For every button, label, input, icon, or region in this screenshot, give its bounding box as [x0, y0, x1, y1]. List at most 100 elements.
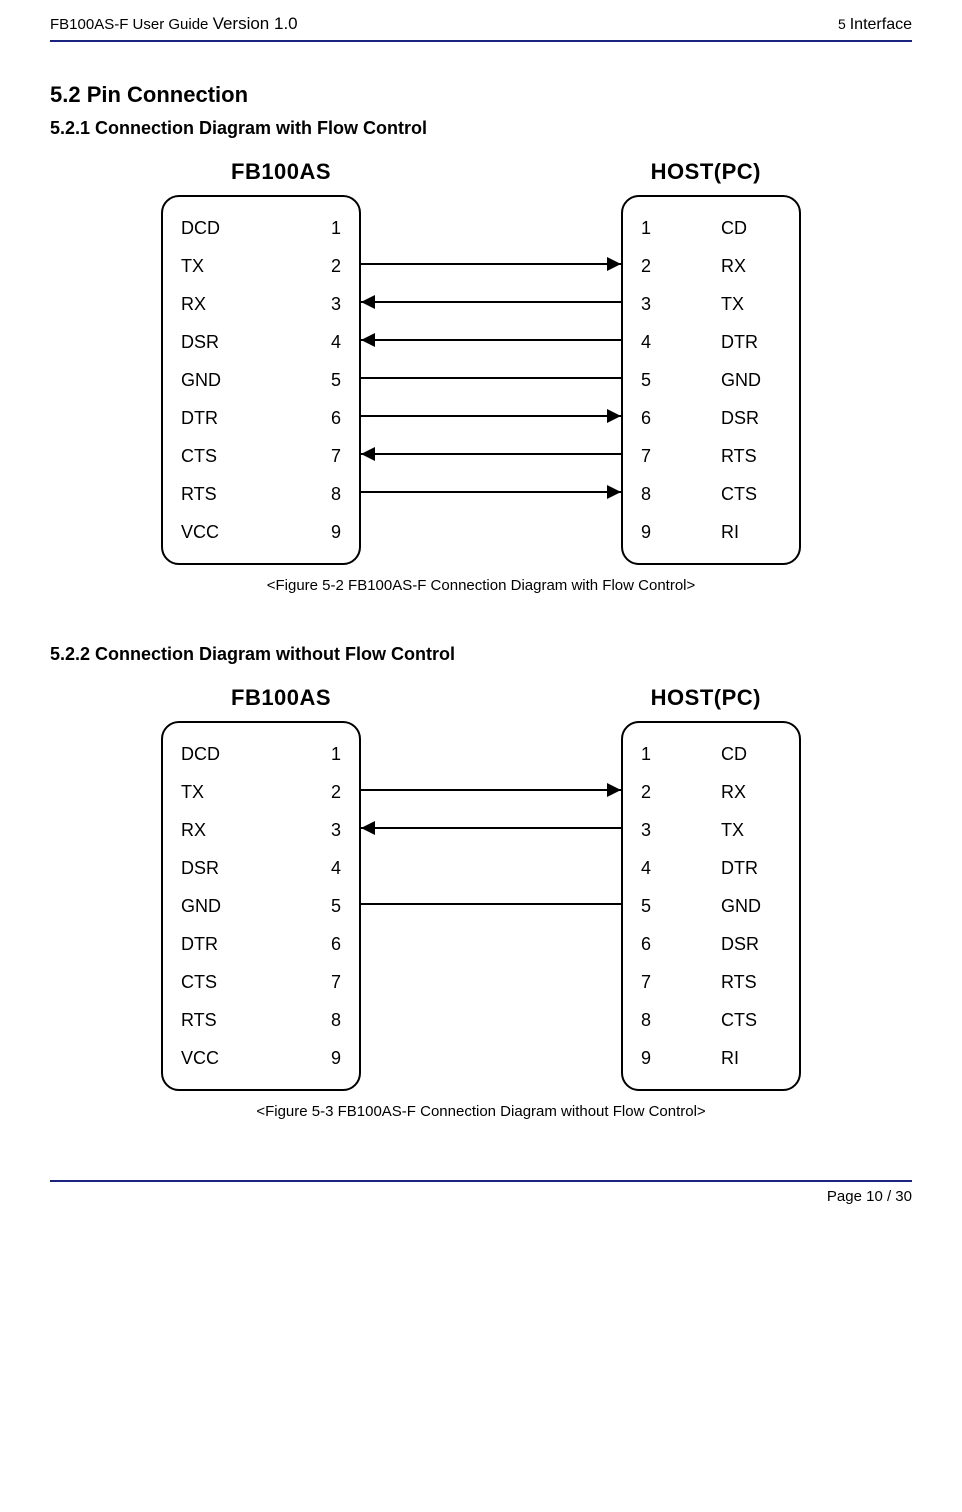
pin-label: CTS: [721, 1010, 781, 1031]
pin-number: 8: [641, 484, 661, 505]
pin-row: DTR6: [181, 925, 341, 963]
pin-number: 1: [641, 218, 661, 239]
pin-row: DTR6: [181, 399, 341, 437]
host-box-2: 1CD2RX3TX4DTR5GND6DSR7RTS8CTS9RI: [621, 721, 801, 1091]
pin-row: GND5: [181, 887, 341, 925]
pin-label: GND: [721, 896, 781, 917]
pin-label: CTS: [181, 446, 241, 467]
pin-number: 1: [321, 218, 341, 239]
pin-label: RX: [721, 782, 781, 803]
diagram2-title-left: FB100AS: [231, 685, 331, 711]
pin-label: GND: [721, 370, 781, 391]
connection-line: [361, 377, 621, 379]
pin-label: TX: [181, 256, 241, 277]
pin-row: RX3: [181, 285, 341, 323]
pin-row: 8CTS: [641, 1001, 781, 1039]
pin-row: RTS 8: [181, 475, 341, 513]
pin-number: 7: [321, 972, 341, 993]
pin-label: VCC: [181, 522, 241, 543]
pin-row: 4DTR: [641, 849, 781, 887]
pin-label: DCD: [181, 744, 241, 765]
pin-row: VCC9: [181, 1039, 341, 1077]
pin-label: DTR: [721, 858, 781, 879]
page-number: Page 10 / 30: [827, 1188, 912, 1205]
host-box: 1CD2RX3TX4DTR5GND6DSR7RTS8CTS9RI: [621, 195, 801, 565]
pin-number: 1: [321, 744, 341, 765]
pin-number: 2: [321, 256, 341, 277]
pin-row: CTS 7: [181, 963, 341, 1001]
pin-label: CD: [721, 218, 781, 239]
subsection-heading-1: 5.2.1 Connection Diagram with Flow Contr…: [50, 118, 912, 139]
pin-row: DSR4: [181, 323, 341, 361]
pin-label: RX: [181, 820, 241, 841]
pin-number: 6: [641, 408, 661, 429]
pin-row: 3 TX: [641, 811, 781, 849]
pin-label: TX: [721, 820, 781, 841]
pin-row: 9RI: [641, 1039, 781, 1077]
connection-line: [361, 263, 621, 265]
chapter-title: Interface: [850, 16, 912, 33]
diagram1-connections: [361, 195, 621, 565]
pin-label: RI: [721, 522, 781, 543]
pin-number: 9: [641, 522, 661, 543]
diagram2-title-right: HOST(PC): [651, 685, 761, 711]
pin-label: DCD: [181, 218, 241, 239]
pin-number: 2: [641, 256, 661, 277]
pin-label: VCC: [181, 1048, 241, 1069]
pin-row: 6 DSR: [641, 925, 781, 963]
connection-line: [361, 453, 621, 455]
pin-label: TX: [721, 294, 781, 315]
pin-label: DSR: [181, 858, 241, 879]
doc-version: Version 1.0: [213, 14, 298, 33]
pin-number: 6: [641, 934, 661, 955]
pin-label: RI: [721, 1048, 781, 1069]
pin-label: DSR: [721, 408, 781, 429]
pin-row: CTS7: [181, 437, 341, 475]
pin-row: TX 2: [181, 247, 341, 285]
pin-number: 3: [321, 820, 341, 841]
pin-row: 5GND: [641, 361, 781, 399]
pin-row: 4 DTR: [641, 323, 781, 361]
pin-number: 5: [321, 370, 341, 391]
pin-number: 5: [321, 896, 341, 917]
pin-number: 7: [641, 972, 661, 993]
pin-label: DTR: [181, 408, 241, 429]
connection-line: [361, 827, 621, 829]
pin-label: RX: [721, 256, 781, 277]
pin-number: 3: [641, 294, 661, 315]
diagram2-connections: [361, 721, 621, 1091]
pin-label: RTS: [721, 446, 781, 467]
figure-caption-2: <Figure 5-3 FB100AS-F Connection Diagram…: [161, 1103, 801, 1120]
pin-number: 4: [641, 332, 661, 353]
section-heading: 5.2 Pin Connection: [50, 82, 912, 108]
pin-label: DSR: [721, 934, 781, 955]
pin-row: 2 RX: [641, 247, 781, 285]
header-right: 5 Interface: [838, 16, 912, 34]
pin-number: 5: [641, 896, 661, 917]
page-footer: Page 10 / 30: [50, 1180, 912, 1205]
pin-row: VCC9: [181, 513, 341, 551]
pin-label: CD: [721, 744, 781, 765]
connection-line: [361, 415, 621, 417]
pin-number: 2: [321, 782, 341, 803]
pin-row: 1 CD: [641, 209, 781, 247]
pin-row: 7RTS: [641, 437, 781, 475]
pin-number: 2: [641, 782, 661, 803]
connection-line: [361, 903, 621, 905]
pin-label: CTS: [181, 972, 241, 993]
pin-row: DCD 1: [181, 209, 341, 247]
pin-number: 3: [641, 820, 661, 841]
pin-label: RTS: [181, 484, 241, 505]
pin-row: GND5: [181, 361, 341, 399]
pin-label: DTR: [721, 332, 781, 353]
diagram1-title-right: HOST(PC): [651, 159, 761, 185]
figure-caption-1: <Figure 5-2 FB100AS-F Connection Diagram…: [161, 577, 801, 594]
page-header: FB100AS-F User Guide Version 1.0 5 Inter…: [50, 0, 912, 42]
pin-label: RTS: [721, 972, 781, 993]
pin-row: RTS8: [181, 1001, 341, 1039]
fb100as-box-2: DCD1TX2RX3DSR4GND5DTR6CTS7RTS8VCC9: [161, 721, 361, 1091]
pin-row: DCD 1: [181, 735, 341, 773]
pin-label: RTS: [181, 1010, 241, 1031]
connection-line: [361, 339, 621, 341]
pin-number: 8: [321, 484, 341, 505]
